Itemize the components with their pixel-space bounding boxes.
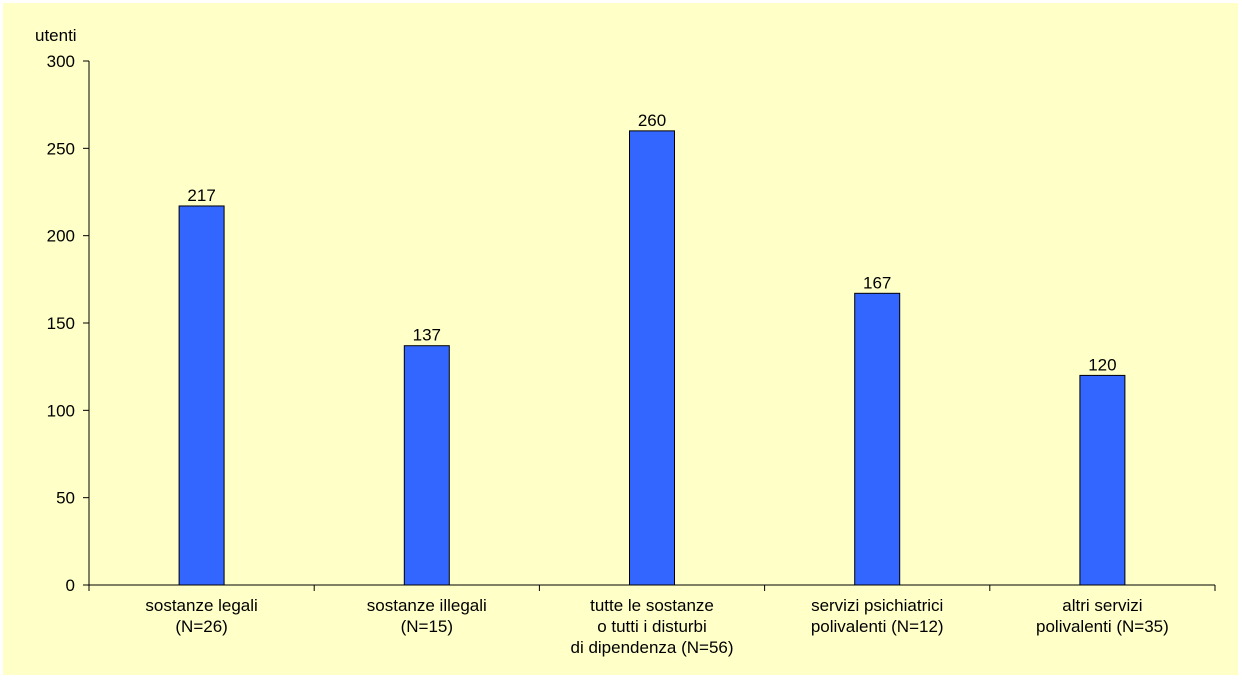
x-tick-label: servizi psichiatrici polivalenti (N=12) xyxy=(811,596,944,636)
bar xyxy=(403,345,450,586)
y-tick-label: 100 xyxy=(47,401,75,420)
x-tick-label-line: di dipendenza (N=56) xyxy=(570,638,733,657)
x-tick-label: altri servizi polivalenti (N=35) xyxy=(1036,596,1169,636)
x-tick-label: sostanze illegali (N=15) xyxy=(367,596,487,636)
x-tick-labels: sostanze legali (N=26) sostanze illegali (N… xyxy=(145,596,1168,657)
y-tick-label: 0 xyxy=(66,576,75,595)
x-tick-label-line: (N=26) xyxy=(175,617,227,636)
x-tick-label: sostanze legali (N=26) xyxy=(145,596,257,636)
y-tick-label: 200 xyxy=(47,227,75,246)
data-label: 137 xyxy=(413,326,441,345)
x-tick-label-line: polivalenti (N=12) xyxy=(811,617,944,636)
x-tick-label: tutte le sostanze o tutti i disturbi di di… xyxy=(570,596,733,657)
x-tick-label-line: altri servizi xyxy=(1062,596,1142,615)
bar-chart: utenti 0 50 100 150 200 250 300 217 137 260 167 12… xyxy=(35,26,1216,657)
data-label: 167 xyxy=(863,273,891,292)
y-axis-label: utenti xyxy=(35,26,77,45)
y-tick-label: 300 xyxy=(47,52,75,71)
data-label: 217 xyxy=(187,186,215,205)
x-tick-label-line: polivalenti (N=35) xyxy=(1036,617,1169,636)
bar xyxy=(629,130,675,586)
bars xyxy=(178,130,1126,586)
x-tick-label-line: tutte le sostanze xyxy=(590,596,714,615)
bar xyxy=(178,205,225,586)
value-labels: 217 137 260 167 120 xyxy=(187,111,1116,375)
y-tick-label: 150 xyxy=(47,314,75,333)
data-label: 120 xyxy=(1088,355,1116,374)
y-tick-label: 250 xyxy=(47,139,75,158)
y-tick-label: 50 xyxy=(56,489,75,508)
x-tick-label-line: servizi psichiatrici xyxy=(811,596,943,615)
y-ticks: 0 50 100 150 200 250 300 xyxy=(47,52,89,595)
data-label: 260 xyxy=(638,111,666,130)
x-tick-label-line: o tutti i disturbi xyxy=(597,617,707,636)
chart-container: utenti 0 50 100 150 200 250 300 217 137 260 167 12… xyxy=(3,3,1238,675)
x-tick-label-line: sostanze legali xyxy=(145,596,257,615)
bar xyxy=(1079,374,1126,586)
x-tick-label-line: sostanze illegali xyxy=(367,596,487,615)
x-tick-label-line: (N=15) xyxy=(401,617,453,636)
bar xyxy=(854,292,901,586)
